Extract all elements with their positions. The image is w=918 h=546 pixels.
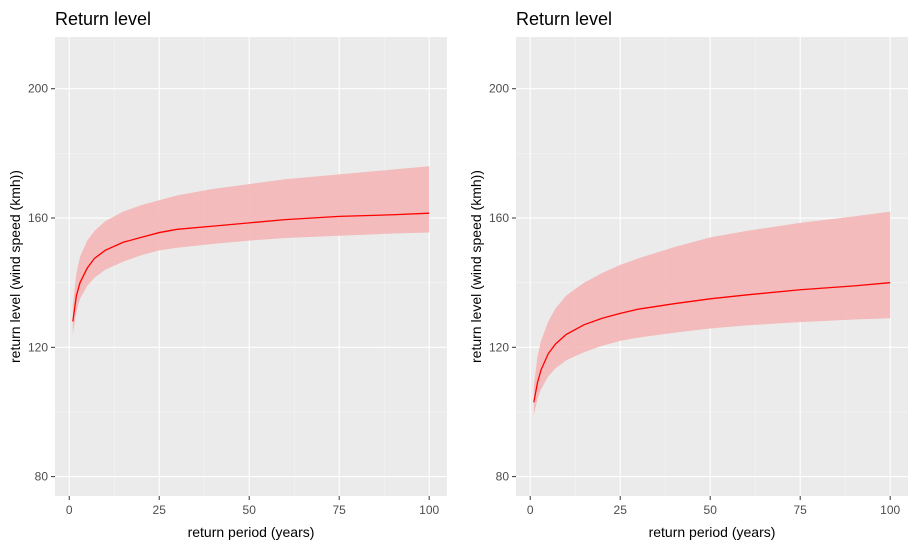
left-y-tick-label: 120 (28, 340, 48, 354)
right-return-level-line (533, 282, 891, 403)
right-x-axis-title: return period (years) (649, 524, 776, 540)
left-x-tick-label: 50 (243, 503, 257, 517)
right-y-axis-title: return level (wind speed (kmh)) (468, 170, 484, 363)
right-x-tick-label: 50 (704, 503, 718, 517)
right-x-tick-label: 100 (880, 503, 900, 517)
right-y-tick-label: 80 (496, 470, 510, 484)
right-y-tick-label: 200 (489, 82, 509, 96)
left-y-tick-label: 80 (35, 470, 49, 484)
left-x-tick-label: 100 (419, 503, 439, 517)
left-x-axis-title: return period (years) (188, 524, 315, 540)
right-confidence-ribbon (533, 211, 891, 416)
left-chart-panel: Return level return period (years) retur… (7, 9, 447, 540)
right-chart-panel: Return level return period (years) retur… (468, 9, 908, 540)
right-plot-area (516, 37, 908, 496)
left-plot-area (55, 37, 447, 496)
left-plot-background (55, 37, 447, 496)
right-x-tick-label: 75 (794, 503, 808, 517)
right-x-tick-label: 0 (527, 503, 534, 517)
right-x-tick-label: 25 (614, 503, 628, 517)
right-chart-title: Return level (516, 9, 612, 29)
left-chart-title: Return level (55, 9, 151, 29)
left-x-tick-label: 25 (153, 503, 167, 517)
left-return-level-line (72, 212, 430, 322)
right-y-tick-label: 120 (489, 340, 509, 354)
left-y-tick-label: 200 (28, 82, 48, 96)
left-y-tick-label: 160 (28, 211, 48, 225)
left-y-axis-title: return level (wind speed (kmh)) (7, 170, 23, 363)
left-x-tick-label: 75 (333, 503, 347, 517)
left-confidence-ribbon (72, 166, 430, 335)
right-y-tick-label: 160 (489, 211, 509, 225)
left-x-tick-label: 0 (66, 503, 73, 517)
